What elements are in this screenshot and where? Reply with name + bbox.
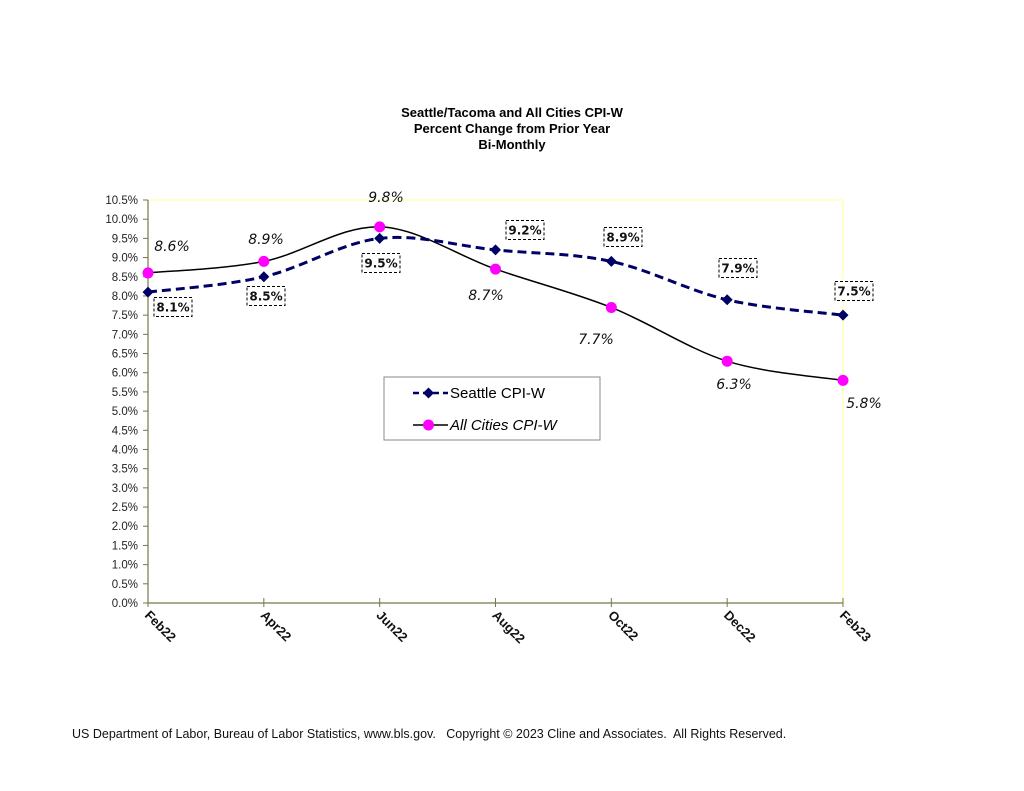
seattle-data-label-box — [361, 253, 401, 273]
seattle-data-label-box — [834, 281, 874, 301]
y-tick-label: 6.5% — [112, 349, 138, 361]
source-footer: US Department of Labor, Bureau of Labor … — [72, 727, 787, 741]
y-tick-label: 0.0% — [112, 598, 138, 610]
legend-item-all-cities: All Cities CPI-W — [413, 417, 559, 434]
x-tick-label: Oct22 — [605, 608, 641, 644]
seattle-point — [374, 232, 386, 244]
all-cities-point — [721, 355, 733, 367]
y-tick-label: 6.0% — [112, 368, 138, 380]
chart-title-line-3: Bi-Monthly — [478, 137, 546, 152]
y-tick-label: 3.5% — [112, 464, 138, 476]
x-tick-label: Feb22 — [142, 608, 179, 645]
y-tick-label: 7.0% — [112, 329, 138, 341]
seattle-point — [142, 286, 154, 298]
legend-item-seattle: Seattle CPI-W — [413, 385, 546, 402]
legend-all-cities-label: All Cities CPI-W — [449, 417, 559, 434]
seattle-point — [721, 294, 733, 306]
seattle-data-label: 8.1% — [156, 301, 189, 315]
series-layer — [142, 221, 849, 386]
seattle-point — [258, 271, 270, 283]
x-tick-label: Aug22 — [489, 608, 528, 647]
all-cities-data-label: 9.8% — [368, 190, 404, 206]
seattle-data-label-box — [246, 286, 286, 306]
legend-seattle-diamond-marker — [423, 387, 434, 399]
all-cities-data-label: 5.8% — [846, 396, 882, 412]
y-tick-label: 9.0% — [112, 253, 138, 265]
seattle-data-label-box — [153, 297, 193, 317]
seattle-data-label: 8.9% — [606, 231, 639, 245]
x-tick-label: Jun22 — [374, 608, 411, 645]
seattle-point — [490, 244, 501, 256]
seattle-data-label-box — [603, 227, 643, 247]
seattle-data-label: 7.5% — [837, 285, 870, 299]
y-tick-label: 1.0% — [112, 560, 138, 572]
seattle-data-label: 7.9% — [721, 262, 754, 276]
y-tick-label: 5.0% — [112, 406, 138, 418]
seattle-data-label-box — [505, 220, 545, 240]
y-tick-label: 2.0% — [112, 521, 138, 533]
y-tick-label: 4.5% — [112, 425, 138, 437]
y-tick-label: 4.0% — [112, 444, 138, 456]
all-cities-point — [374, 221, 386, 233]
seattle-data-label: 8.5% — [249, 290, 282, 304]
legend-box — [383, 376, 601, 441]
seattle-data-label: 9.5% — [364, 257, 397, 271]
chart-title-line-1: Seattle/Tacoma and All Cities CPI-W — [401, 105, 623, 120]
y-tick-label: 10.5% — [105, 195, 138, 207]
seattle-point — [605, 255, 617, 267]
y-axis: 0.0% 0.5% 1.0% 1.5% 2.0% 2.5% 3.0% 3.5% 4.0% 4.5%… — [105, 195, 149, 610]
seattle-data-label: 9.2% — [508, 224, 541, 238]
all-cities-data-label: 8.7% — [468, 288, 504, 304]
chart-title: Seattle/Tacoma and All Cities CPI-W Perc… — [401, 105, 623, 152]
x-tick-label: Feb23 — [837, 608, 874, 645]
x-tick-label: Apr22 — [258, 608, 295, 645]
y-tick-label: 1.5% — [112, 540, 138, 552]
all-cities-data-label: 8.9% — [248, 232, 284, 248]
all-cities-point — [837, 374, 849, 386]
y-tick-label: 3.0% — [112, 483, 138, 495]
seattle-data-label-box — [718, 258, 758, 278]
x-axis: Feb22 Apr22 Jun22 Aug22 Oct22 Dec22 Feb23 — [142, 598, 874, 646]
all-cities-point — [142, 267, 154, 279]
y-tick-label: 7.5% — [112, 310, 138, 322]
data-labels: 8.1% 8.5% 9.5% 9.2% 8.9% 7.9% 7.5% 8.6% 8.9% 9.8%… — [153, 190, 882, 412]
y-tick-label: 9.5% — [112, 233, 138, 245]
chart-title-line-2: Percent Change from Prior Year — [414, 121, 610, 136]
seattle-point — [837, 309, 849, 321]
all-cities-data-label: 7.7% — [578, 332, 614, 348]
y-tick-label: 8.5% — [112, 272, 138, 284]
y-tick-label: 2.5% — [112, 502, 138, 514]
all-cities-point — [605, 301, 617, 313]
y-tick-label: 10.0% — [105, 214, 138, 226]
legend-all-cities-circle-marker — [423, 419, 434, 431]
all-cities-data-label: 8.6% — [154, 239, 190, 255]
y-tick-label: 5.5% — [112, 387, 138, 399]
all-cities-point — [490, 263, 501, 275]
all-cities-data-label: 6.3% — [716, 377, 752, 393]
legend: Seattle CPI-W All Cities CPI-W — [383, 376, 601, 441]
y-tick-label: 0.5% — [112, 579, 138, 591]
all-cities-point — [258, 255, 270, 267]
y-tick-label: 8.0% — [112, 291, 138, 303]
legend-seattle-label: Seattle CPI-W — [450, 385, 546, 402]
plot-area — [148, 199, 844, 603]
x-tick-label: Dec22 — [721, 608, 759, 646]
